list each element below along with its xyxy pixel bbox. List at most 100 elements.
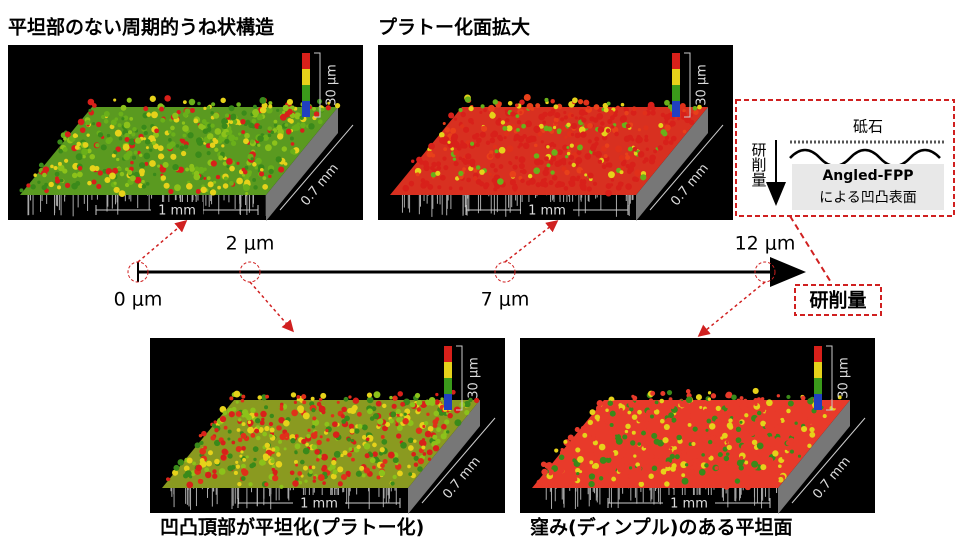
surface-texture (157, 165, 160, 168)
surface-texture (227, 438, 230, 441)
surface-texture (260, 168, 264, 172)
surface-texture (82, 155, 86, 159)
surface-texture (552, 175, 558, 181)
surface-texture (716, 406, 721, 411)
surface-texture (227, 453, 232, 458)
surface-texture (284, 447, 287, 450)
surface-texture (576, 472, 579, 475)
surface-texture (152, 141, 156, 145)
surface-texture (119, 190, 126, 197)
pointer-arrow (138, 222, 185, 262)
surface-texture (193, 174, 200, 181)
surface-texture (199, 434, 202, 437)
surface-texture (199, 448, 206, 455)
surface-texture (334, 451, 341, 458)
surface-texture (251, 119, 256, 124)
surface-texture (262, 461, 266, 465)
surface-texture (124, 122, 131, 129)
surface-texture (718, 452, 723, 457)
surface-texture (396, 417, 402, 423)
surface-texture (708, 397, 711, 400)
surface-texture (589, 116, 594, 121)
surface-texture (460, 112, 466, 118)
surface-texture (745, 430, 749, 434)
color-bar (672, 53, 680, 69)
surface-texture (541, 140, 544, 143)
surface-texture (479, 181, 484, 186)
surface-texture (349, 447, 353, 451)
surface-texture (236, 178, 243, 185)
surface-texture (557, 130, 561, 134)
surface-texture (443, 165, 448, 170)
surface-texture (772, 432, 776, 436)
surface-texture (547, 126, 552, 131)
surface-texture (625, 183, 632, 190)
surface-texture (219, 468, 226, 475)
surface-texture (749, 430, 755, 436)
surface-texture (257, 135, 264, 142)
surface-texture (625, 155, 630, 160)
surface-texture (274, 120, 278, 124)
surface-texture (677, 117, 680, 120)
surface-texture (655, 400, 659, 404)
surface-texture (325, 429, 328, 432)
surface-texture (575, 116, 578, 119)
surface-texture (207, 106, 211, 110)
surface-texture (470, 162, 475, 167)
surface-texture (657, 454, 663, 460)
surface-texture (807, 444, 811, 448)
surface-texture (515, 103, 519, 107)
surface-texture (512, 164, 517, 169)
surface-texture (341, 419, 346, 424)
surface-texture (226, 165, 229, 168)
surface-texture (88, 99, 95, 106)
surface-texture (554, 117, 559, 122)
surface-texture (486, 141, 490, 145)
surface-texture (276, 109, 279, 112)
surface-texture (433, 423, 438, 428)
surface-texture (320, 108, 323, 111)
surface-texture (208, 181, 214, 187)
surface-texture (210, 189, 216, 195)
surface-texture (789, 454, 793, 458)
surface-texture (549, 180, 554, 185)
surface-texture (513, 188, 516, 191)
surface-texture (651, 433, 657, 439)
surface-texture (19, 188, 23, 192)
surface-texture (241, 130, 245, 134)
surface-texture (620, 170, 624, 174)
surface-texture (800, 405, 804, 409)
surface-texture (584, 451, 588, 455)
surface-texture (60, 179, 64, 183)
surface-texture (628, 474, 632, 478)
surface-texture (301, 394, 306, 399)
surface-texture (691, 481, 697, 487)
surface-texture (234, 391, 241, 398)
surface-texture (634, 152, 638, 156)
surface-texture (49, 182, 54, 187)
surface-texture (568, 434, 574, 440)
surface-texture (566, 123, 570, 127)
surface-texture (153, 173, 156, 176)
surface-texture (253, 446, 259, 452)
surface-texture (158, 145, 164, 151)
surface-texture (269, 434, 273, 438)
surface-texture (313, 479, 316, 482)
surface-texture (705, 474, 709, 478)
surface-texture (704, 409, 708, 413)
surface-texture (648, 474, 653, 479)
surface-texture (557, 149, 563, 155)
surface-texture (173, 465, 179, 471)
surface-texture (427, 449, 433, 455)
surface-texture (603, 426, 606, 429)
surface-texture (553, 104, 558, 109)
surface-texture (608, 171, 615, 178)
surface-texture (690, 466, 694, 470)
surface-texture (367, 393, 372, 398)
surface-texture (294, 451, 297, 454)
surface-texture (658, 123, 663, 128)
surface-texture (293, 124, 300, 131)
surface-texture (168, 130, 171, 133)
surface-texture (395, 423, 398, 426)
surface-texture (547, 163, 551, 167)
